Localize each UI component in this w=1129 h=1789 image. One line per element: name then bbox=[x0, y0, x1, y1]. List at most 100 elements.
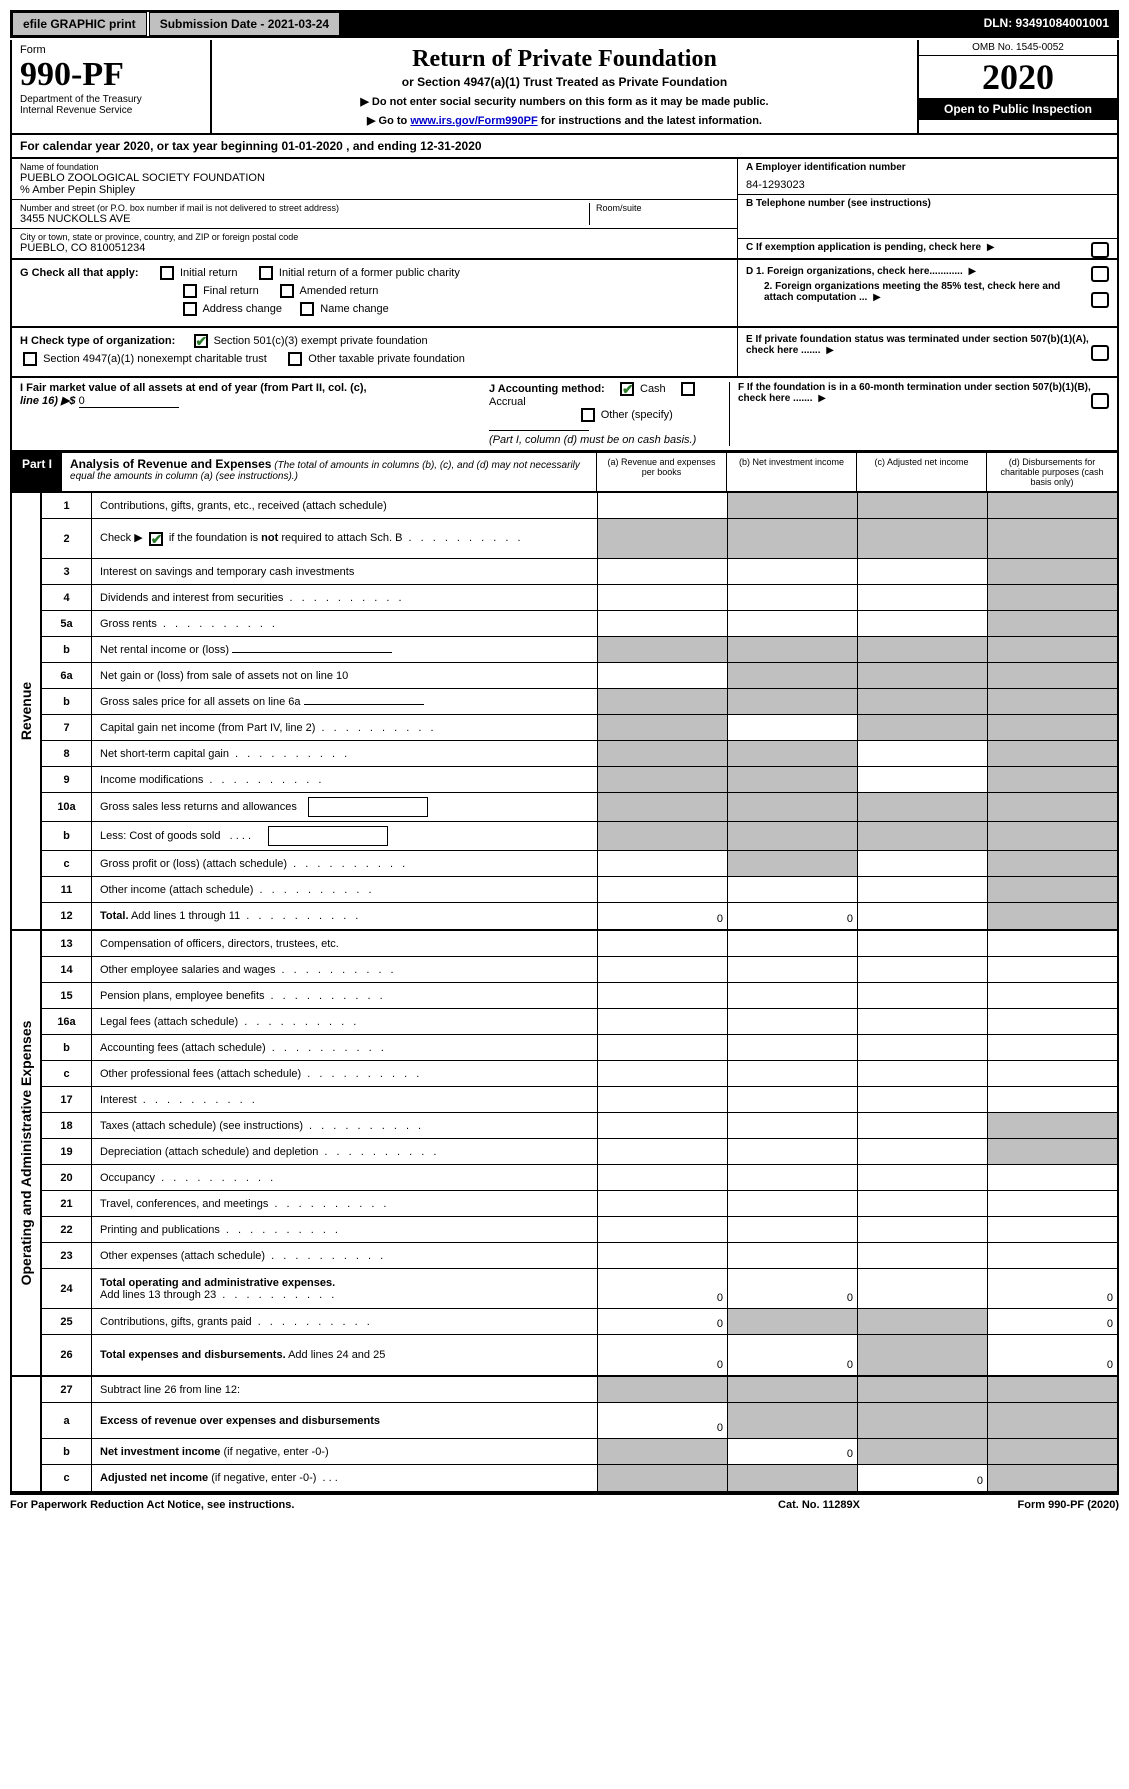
r26-a: 0 bbox=[597, 1335, 727, 1375]
city-label: City or town, state or province, country… bbox=[20, 232, 729, 242]
e-section: E If private foundation status was termi… bbox=[737, 328, 1117, 376]
r6b-a bbox=[597, 689, 727, 714]
revenue-table: Revenue 1Contributions, gifts, grants, e… bbox=[10, 493, 1119, 931]
r5a-d bbox=[987, 611, 1117, 636]
r10b-c bbox=[857, 822, 987, 850]
r20-a bbox=[597, 1165, 727, 1190]
r13-a bbox=[597, 931, 727, 956]
desc-15: Pension plans, employee benefits bbox=[92, 986, 597, 1006]
desc-17: Interest bbox=[92, 1090, 597, 1110]
exemption-cell: C If exemption application is pending, c… bbox=[738, 239, 1117, 256]
desc-19: Depreciation (attach schedule) and deple… bbox=[92, 1142, 597, 1162]
r16c-a bbox=[597, 1061, 727, 1086]
num-11: 11 bbox=[42, 877, 92, 902]
arrow-icon: ▶ bbox=[873, 292, 881, 303]
f-label: F If the foundation is in a 60-month ter… bbox=[738, 382, 1091, 404]
address-cell: Number and street (or P.O. box number if… bbox=[12, 200, 737, 229]
row-25: 25Contributions, gifts, grants paid00 bbox=[42, 1309, 1117, 1335]
j-cash: Cash bbox=[640, 383, 666, 395]
r6b-b bbox=[727, 689, 857, 714]
h-opt-3: Other taxable private foundation bbox=[308, 353, 465, 365]
irs-link[interactable]: www.irs.gov/Form990PF bbox=[410, 115, 537, 127]
other-method-checkbox[interactable] bbox=[581, 408, 595, 422]
amended-return-checkbox[interactable] bbox=[280, 284, 294, 298]
final-return-checkbox[interactable] bbox=[183, 284, 197, 298]
r19-b bbox=[727, 1139, 857, 1164]
row-12: 12Total. Add lines 1 through 1100 bbox=[42, 903, 1117, 929]
g-section: G Check all that apply: Initial return I… bbox=[10, 260, 1119, 328]
r8-a bbox=[597, 741, 727, 766]
initial-return-checkbox[interactable] bbox=[160, 266, 174, 280]
part1-label: Part I bbox=[12, 453, 62, 491]
efile-print-btn[interactable]: efile GRAPHIC print bbox=[12, 12, 147, 36]
other-taxable-checkbox[interactable] bbox=[288, 352, 302, 366]
ij-section: I Fair market value of all assets at end… bbox=[10, 378, 1119, 453]
desc-9: Income modifications bbox=[92, 770, 597, 790]
num-13: 13 bbox=[42, 931, 92, 956]
j-accrual: Accrual bbox=[489, 396, 526, 408]
exemption-checkbox[interactable] bbox=[1091, 242, 1109, 258]
form-page: efile GRAPHIC print Submission Date - 20… bbox=[0, 0, 1129, 1521]
r10b-text: Less: Cost of goods sold bbox=[100, 830, 220, 842]
entity-right: A Employer identification number 84-1293… bbox=[737, 159, 1117, 258]
d1-checkbox[interactable] bbox=[1091, 266, 1109, 282]
r2-not: not bbox=[261, 532, 278, 544]
desc-26: Total expenses and disbursements. Add li… bbox=[92, 1345, 597, 1365]
num-27: 27 bbox=[42, 1377, 92, 1402]
name-change-checkbox[interactable] bbox=[300, 302, 314, 316]
note-goto-post: for instructions and the latest informat… bbox=[538, 115, 762, 127]
i-line16-label: line 16) ▶$ bbox=[20, 395, 76, 407]
r27-c bbox=[857, 1377, 987, 1402]
num-27b: b bbox=[42, 1439, 92, 1464]
row-4: 4Dividends and interest from securities bbox=[42, 585, 1117, 611]
r11-a bbox=[597, 877, 727, 902]
r25-d: 0 bbox=[987, 1309, 1117, 1334]
r23-c bbox=[857, 1243, 987, 1268]
r9-a bbox=[597, 767, 727, 792]
part1-title-area: Analysis of Revenue and Expenses (The to… bbox=[62, 453, 596, 491]
r3-b bbox=[727, 559, 857, 584]
e-checkbox[interactable] bbox=[1091, 345, 1109, 361]
initial-former-checkbox[interactable] bbox=[259, 266, 273, 280]
row-6b: bGross sales price for all assets on lin… bbox=[42, 689, 1117, 715]
r6b-line bbox=[304, 704, 424, 705]
r14-b bbox=[727, 957, 857, 982]
desc-6b: Gross sales price for all assets on line… bbox=[92, 692, 597, 712]
paperwork-notice: For Paperwork Reduction Act Notice, see … bbox=[10, 1499, 719, 1511]
cash-checkbox[interactable] bbox=[620, 382, 634, 396]
j-note: (Part I, column (d) must be on cash basi… bbox=[489, 434, 729, 446]
form-ref: Form 990-PF (2020) bbox=[919, 1499, 1119, 1511]
r16b-a bbox=[597, 1035, 727, 1060]
accrual-checkbox[interactable] bbox=[681, 382, 695, 396]
num-16b: b bbox=[42, 1035, 92, 1060]
part1-title-block: Part I Analysis of Revenue and Expenses … bbox=[12, 453, 597, 491]
f-checkbox[interactable] bbox=[1091, 393, 1109, 409]
desc-5b: Net rental income or (loss) bbox=[92, 640, 597, 660]
501c3-checkbox[interactable] bbox=[194, 334, 208, 348]
revenue-text: Revenue bbox=[18, 682, 34, 740]
g-opt-4: Address change bbox=[202, 303, 282, 315]
r9-d bbox=[987, 767, 1117, 792]
col-c-header: (c) Adjusted net income bbox=[857, 453, 987, 491]
address-change-checkbox[interactable] bbox=[183, 302, 197, 316]
sch-b-checkbox[interactable] bbox=[149, 532, 163, 546]
care-of: % Amber Pepin Shipley bbox=[20, 184, 729, 196]
r16b-c bbox=[857, 1035, 987, 1060]
desc-10a: Gross sales less returns and allowances bbox=[92, 793, 597, 821]
4947-checkbox[interactable] bbox=[23, 352, 37, 366]
row-16a: 16aLegal fees (attach schedule) bbox=[42, 1009, 1117, 1035]
desc-27b: Net investment income (if negative, ente… bbox=[92, 1442, 597, 1462]
revenue-rows: 1Contributions, gifts, grants, etc., rec… bbox=[42, 493, 1117, 929]
desc-5a: Gross rents bbox=[92, 614, 597, 634]
expenses-table: Operating and Administrative Expenses 13… bbox=[10, 931, 1119, 1377]
row-1: 1Contributions, gifts, grants, etc., rec… bbox=[42, 493, 1117, 519]
r9-b bbox=[727, 767, 857, 792]
g-opt-2: Final return bbox=[203, 285, 259, 297]
r16a-d bbox=[987, 1009, 1117, 1034]
r6a-d bbox=[987, 663, 1117, 688]
num-20: 20 bbox=[42, 1165, 92, 1190]
r6a-c bbox=[857, 663, 987, 688]
desc-1: Contributions, gifts, grants, etc., rece… bbox=[92, 496, 597, 516]
d2-checkbox[interactable] bbox=[1091, 292, 1109, 308]
phone-label: B Telephone number (see instructions) bbox=[746, 198, 1109, 209]
